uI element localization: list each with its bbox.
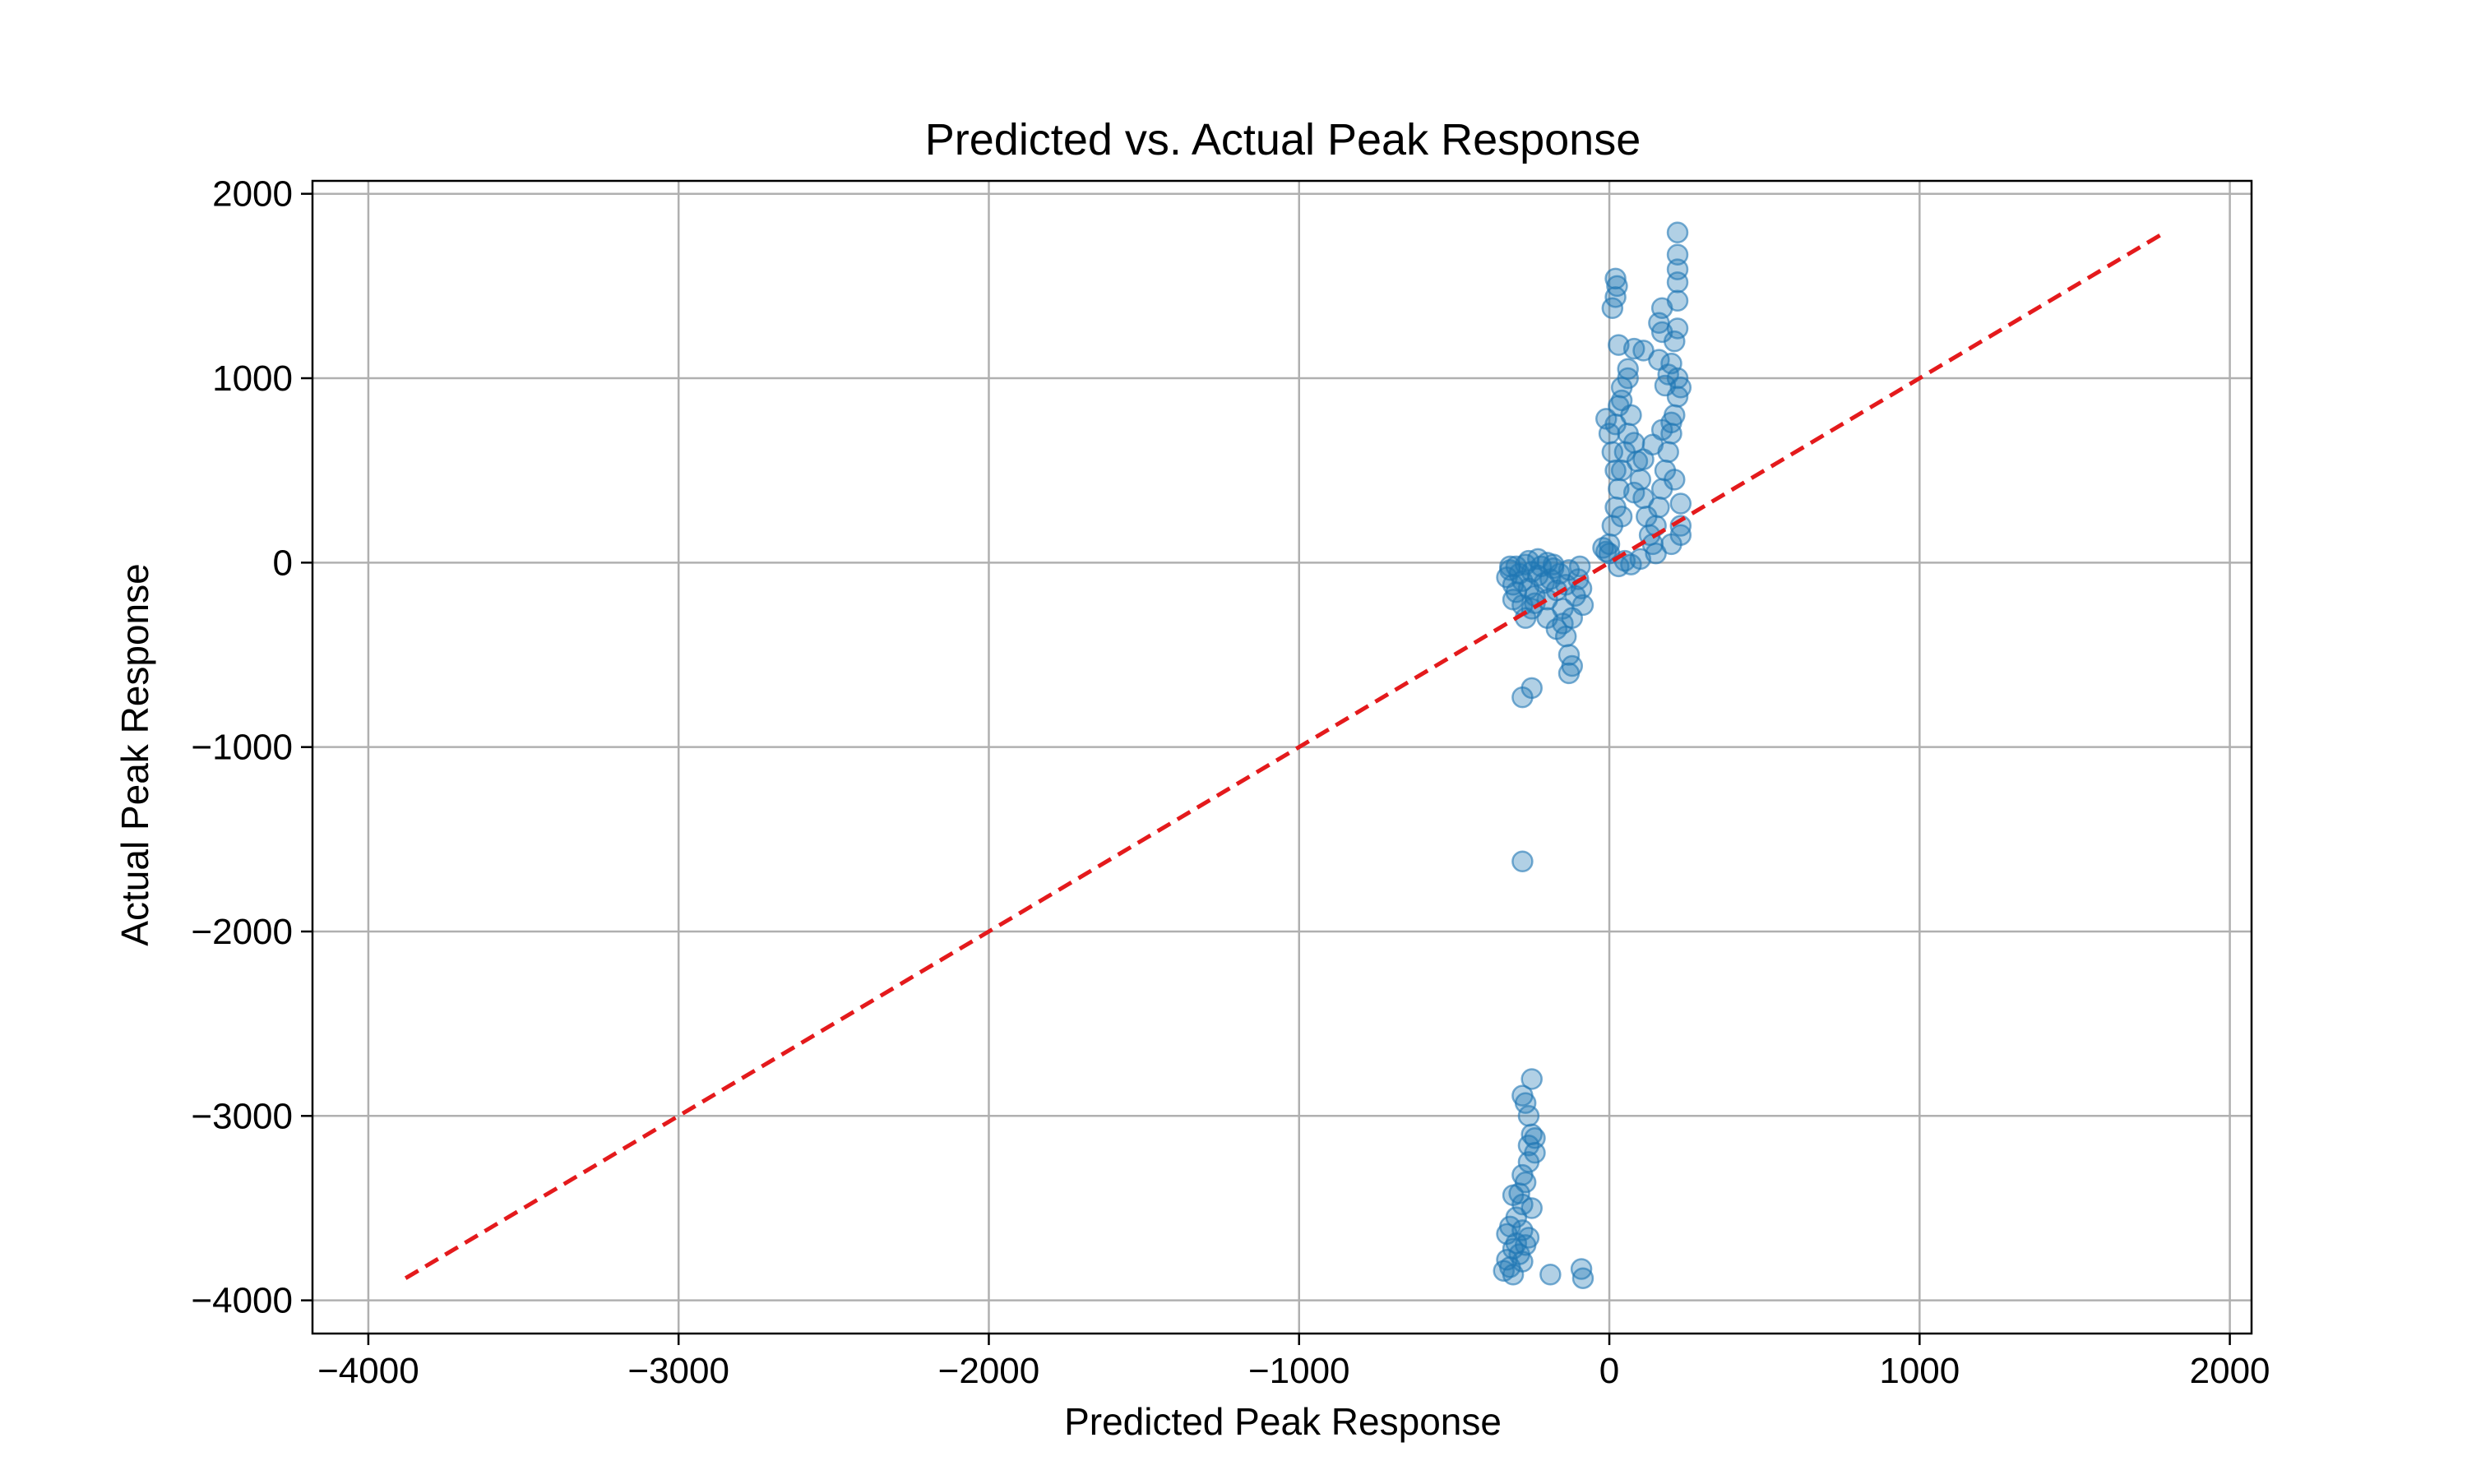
data-point: [1514, 1171, 1537, 1194]
y-tick-label: 0: [273, 543, 293, 583]
data-point: [1620, 553, 1642, 576]
data-point: [1648, 496, 1670, 519]
data-point: [1666, 258, 1689, 280]
x-tick-label: −4000: [317, 1351, 419, 1391]
reference-line-layer: [404, 230, 2166, 1280]
y-tick-label: −1000: [191, 728, 293, 768]
data-point: [1666, 289, 1689, 312]
data-point: [1601, 441, 1624, 464]
data-point: [1542, 553, 1565, 576]
data-point: [1666, 221, 1689, 244]
y-tick-label: 2000: [212, 174, 293, 215]
y-tick-label: 1000: [212, 358, 293, 399]
data-point: [1592, 537, 1614, 559]
x-tick-label: −3000: [627, 1351, 729, 1391]
data-point: [1539, 1263, 1562, 1286]
data-point: [1568, 555, 1591, 578]
data-point: [1660, 411, 1682, 434]
data-point: [1669, 492, 1692, 515]
data-point: [1499, 555, 1521, 578]
data-point: [1514, 1234, 1537, 1256]
data-point: [1610, 506, 1633, 528]
data-point: [1666, 243, 1689, 266]
x-axis-label: Predicted Peak Response: [1064, 1400, 1502, 1443]
data-point: [1617, 367, 1639, 390]
y-axis-label: Actual Peak Response: [113, 563, 156, 945]
data-point: [1571, 1267, 1595, 1289]
data-point: [1514, 1092, 1537, 1114]
data-point: [1571, 594, 1595, 617]
grid-lines: [312, 181, 2252, 1334]
x-tick-label: 0: [1599, 1351, 1619, 1391]
data-point: [1511, 1251, 1534, 1273]
x-tick-label: 2000: [2190, 1351, 2270, 1391]
data-point: [1608, 334, 1630, 356]
data-point: [1520, 1068, 1543, 1090]
data-point: [1502, 588, 1525, 611]
axis-ticks: −4000 −3000 −2000 −1000 0 1000 2000 −4000 −3000 −…: [191, 174, 2270, 1391]
data-point: [1595, 408, 1618, 430]
data-point: [1610, 389, 1633, 412]
identity-reference-line: [404, 230, 2166, 1280]
data-point: [1511, 850, 1534, 872]
data-point: [1664, 469, 1686, 491]
data-points: [1493, 221, 1692, 1289]
data-point: [1606, 275, 1628, 298]
data-point: [1622, 481, 1645, 504]
data-point: [1520, 677, 1543, 700]
data-point: [1666, 317, 1689, 340]
plot-area-frame: [311, 179, 2253, 1335]
data-point: [1604, 459, 1627, 482]
x-tick-label: −2000: [938, 1351, 1040, 1391]
x-tick-label: −1000: [1248, 1351, 1350, 1391]
data-point: [1664, 330, 1686, 353]
data-point: [1557, 662, 1581, 685]
chart-title: Predicted vs. Actual Peak Response: [925, 115, 1641, 164]
data-point: [1517, 1105, 1540, 1127]
data-point: [1604, 267, 1627, 290]
data-point: [1654, 374, 1677, 397]
y-tick-label: −3000: [191, 1096, 293, 1136]
y-tick-label: −2000: [191, 912, 293, 952]
x-tick-label: 1000: [1879, 1351, 1960, 1391]
y-tick-label: −4000: [191, 1281, 293, 1321]
